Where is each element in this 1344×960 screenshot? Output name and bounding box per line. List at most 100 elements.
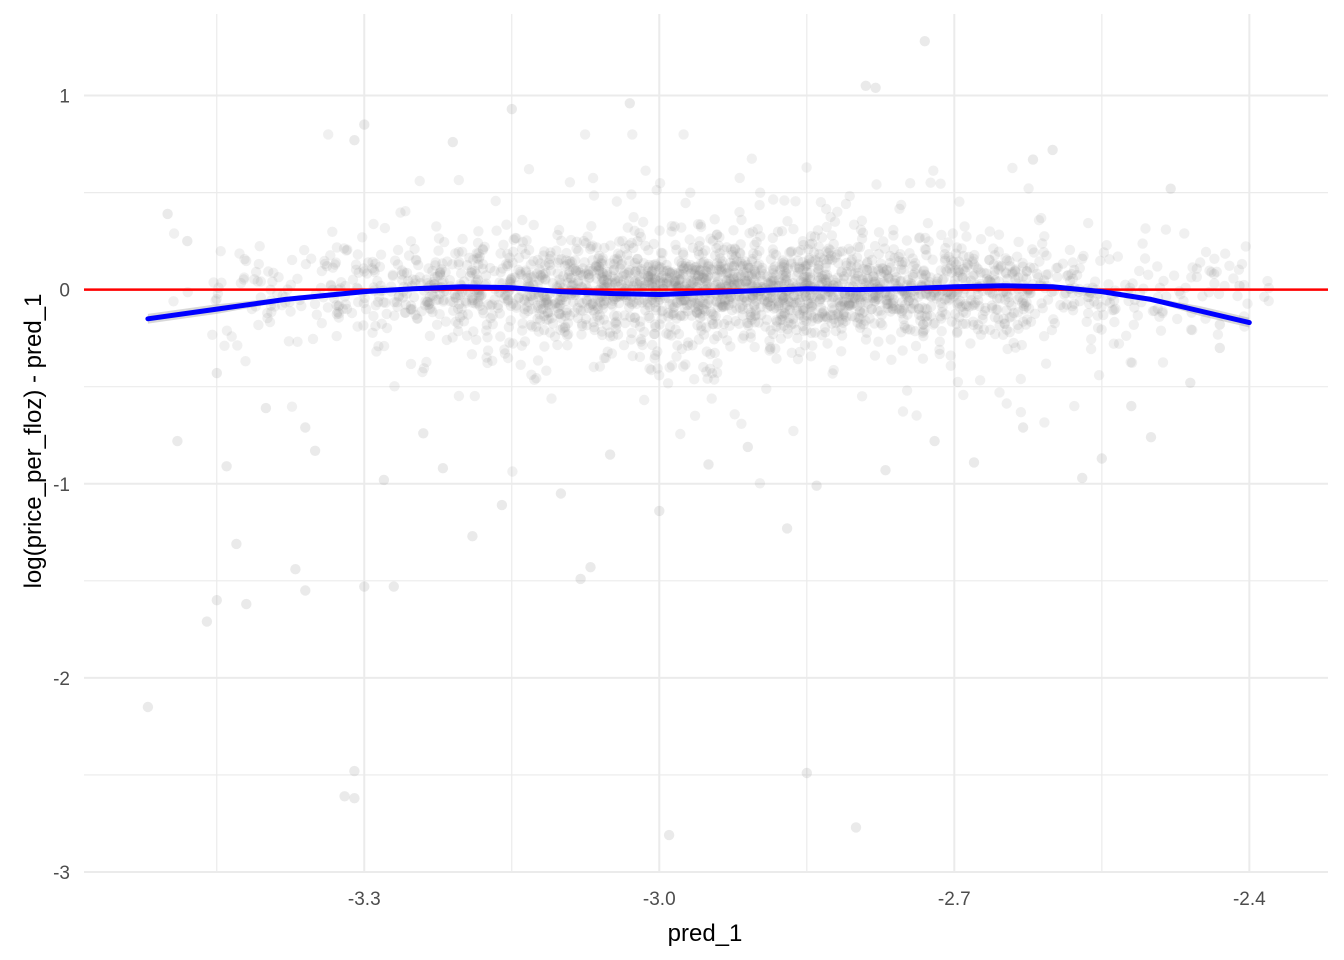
data-point	[778, 257, 790, 268]
data-point	[558, 270, 569, 282]
data-point	[387, 269, 398, 280]
data-point	[837, 296, 848, 307]
data-point	[689, 374, 700, 385]
data-point	[880, 294, 891, 306]
data-point	[745, 332, 756, 343]
data-point	[1096, 302, 1107, 313]
data-point	[454, 312, 466, 323]
data-point	[870, 289, 881, 301]
data-point	[368, 218, 379, 230]
data-point	[730, 251, 742, 262]
data-point	[945, 350, 956, 361]
data-point	[857, 308, 868, 319]
data-point	[716, 258, 727, 269]
data-point	[497, 263, 508, 274]
data-point	[765, 300, 776, 311]
data-point	[725, 341, 736, 352]
data-point	[847, 292, 858, 304]
data-point	[896, 275, 907, 287]
data-point	[655, 247, 667, 258]
data-point	[536, 298, 547, 310]
data-point	[905, 178, 916, 189]
data-point	[407, 304, 418, 315]
data-point	[876, 310, 887, 321]
data-point	[612, 253, 623, 264]
data-point	[845, 300, 856, 311]
data-point	[570, 265, 582, 277]
data-point	[655, 278, 666, 289]
data-point	[899, 322, 911, 334]
data-point	[466, 295, 478, 306]
data-point	[453, 390, 465, 402]
data-point	[215, 246, 226, 257]
data-point	[767, 272, 778, 283]
data-point	[701, 278, 713, 289]
data-point	[584, 272, 595, 283]
data-point	[516, 243, 528, 254]
data-point	[540, 297, 552, 308]
data-point	[944, 263, 955, 274]
data-point	[410, 254, 421, 265]
data-point	[869, 318, 880, 329]
data-point	[791, 324, 802, 336]
data-point	[925, 177, 936, 188]
data-point	[855, 224, 867, 235]
data-point	[664, 267, 676, 278]
data-point	[373, 291, 385, 302]
data-point	[1028, 247, 1040, 258]
data-point	[727, 298, 738, 309]
data-point	[778, 310, 789, 321]
data-point	[945, 289, 957, 300]
outlier-point	[585, 562, 596, 573]
data-point	[697, 248, 708, 259]
data-point	[971, 262, 982, 273]
data-point	[516, 270, 527, 281]
data-point	[875, 305, 886, 316]
data-point	[916, 269, 927, 280]
data-point	[638, 258, 649, 269]
data-point	[664, 272, 676, 283]
data-point	[920, 311, 931, 322]
data-point	[628, 276, 639, 287]
data-point	[644, 271, 655, 283]
data-point	[376, 318, 387, 329]
data-point	[597, 252, 608, 264]
data-point	[875, 317, 886, 329]
data-point	[482, 357, 493, 369]
data-point	[672, 340, 683, 351]
data-point	[830, 252, 841, 263]
data-point	[1024, 262, 1036, 273]
data-point	[915, 315, 926, 326]
data-point	[634, 280, 645, 291]
data-point	[969, 299, 980, 310]
outlier-point	[359, 119, 370, 130]
data-point	[775, 264, 786, 276]
y-tick-labels: -3-2-101	[53, 87, 70, 884]
data-point	[937, 301, 948, 313]
data-point	[669, 301, 680, 312]
data-point	[933, 291, 945, 302]
data-point	[848, 292, 859, 303]
data-point	[779, 308, 790, 319]
data-point	[552, 229, 563, 241]
data-point	[1069, 400, 1080, 412]
data-point	[918, 319, 929, 330]
data-point	[241, 255, 252, 267]
data-point	[896, 264, 907, 275]
data-point	[427, 265, 438, 277]
data-point	[597, 329, 608, 341]
data-point	[986, 300, 998, 311]
data-point	[606, 298, 617, 310]
data-point	[883, 271, 894, 282]
data-point	[579, 257, 590, 268]
data-point	[722, 267, 733, 278]
data-point	[668, 302, 679, 314]
data-point	[262, 307, 273, 319]
data-point	[767, 244, 779, 255]
data-point	[491, 225, 502, 236]
data-point	[477, 243, 488, 255]
data-point	[748, 290, 759, 302]
data-point	[804, 267, 816, 279]
data-point	[534, 309, 545, 320]
data-point	[586, 298, 598, 309]
